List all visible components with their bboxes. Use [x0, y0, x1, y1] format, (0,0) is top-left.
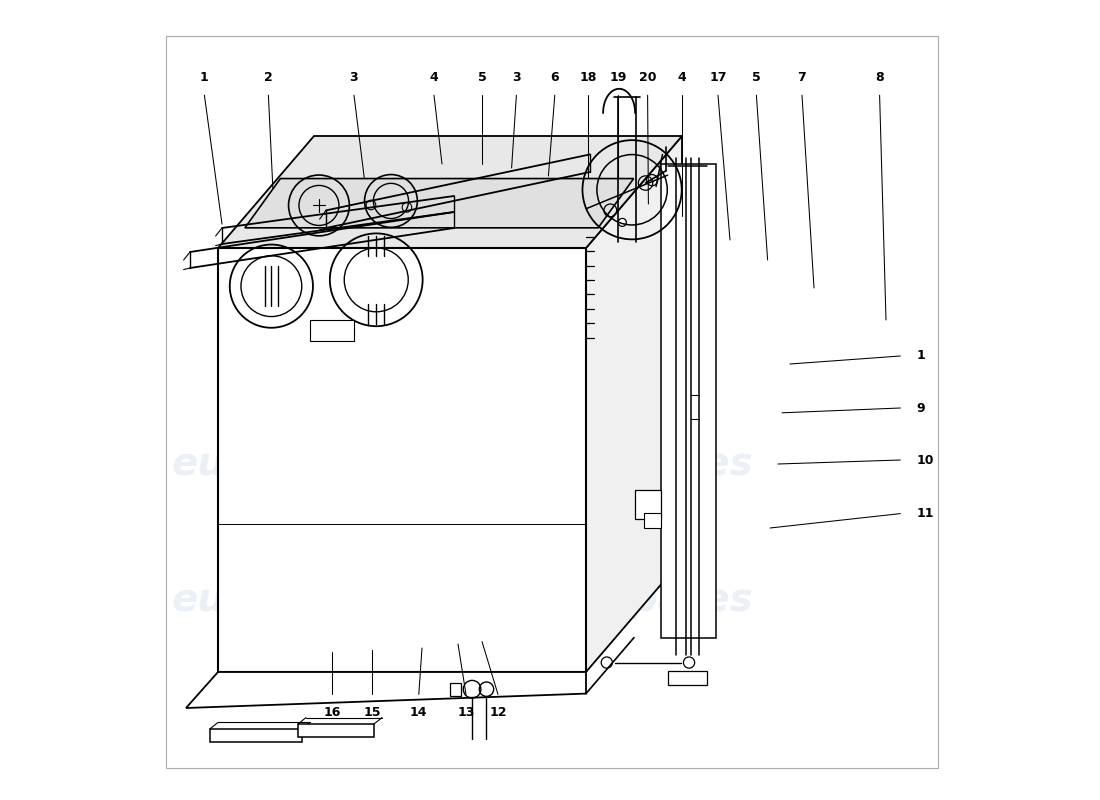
Polygon shape: [661, 164, 716, 638]
Text: 17: 17: [710, 71, 727, 84]
Text: 18: 18: [580, 71, 597, 84]
Polygon shape: [245, 178, 634, 228]
Text: 7: 7: [798, 71, 806, 84]
Text: 3: 3: [513, 71, 520, 84]
Text: 12: 12: [490, 706, 507, 718]
Text: 6: 6: [550, 71, 559, 84]
Text: 4: 4: [678, 71, 686, 84]
Text: 19: 19: [609, 71, 627, 84]
Polygon shape: [218, 248, 586, 672]
Text: 4: 4: [430, 71, 439, 84]
FancyBboxPatch shape: [635, 490, 661, 519]
Text: 2: 2: [264, 71, 273, 84]
FancyBboxPatch shape: [644, 514, 661, 528]
Text: 20: 20: [639, 71, 657, 84]
Text: 1: 1: [200, 71, 209, 84]
Polygon shape: [298, 724, 374, 737]
Text: eurospares: eurospares: [172, 581, 417, 619]
Text: 16: 16: [323, 706, 341, 718]
Text: 14: 14: [410, 706, 428, 718]
FancyBboxPatch shape: [669, 671, 707, 686]
Polygon shape: [210, 729, 302, 742]
Text: 5: 5: [752, 71, 761, 84]
Text: 1: 1: [916, 350, 925, 362]
Text: 10: 10: [916, 454, 934, 466]
Text: 5: 5: [477, 71, 486, 84]
Polygon shape: [186, 672, 586, 708]
FancyBboxPatch shape: [310, 320, 354, 342]
Text: eurospares: eurospares: [507, 445, 752, 483]
Polygon shape: [586, 136, 682, 672]
Text: 3: 3: [350, 71, 359, 84]
Polygon shape: [218, 136, 682, 248]
Text: 13: 13: [458, 706, 475, 718]
FancyBboxPatch shape: [450, 682, 461, 695]
Text: 15: 15: [364, 706, 382, 718]
Circle shape: [618, 218, 626, 226]
Text: eurospares: eurospares: [507, 581, 752, 619]
Text: eurospares: eurospares: [172, 445, 417, 483]
Text: 8: 8: [876, 71, 884, 84]
Text: 9: 9: [916, 402, 925, 414]
Text: 11: 11: [916, 507, 934, 520]
